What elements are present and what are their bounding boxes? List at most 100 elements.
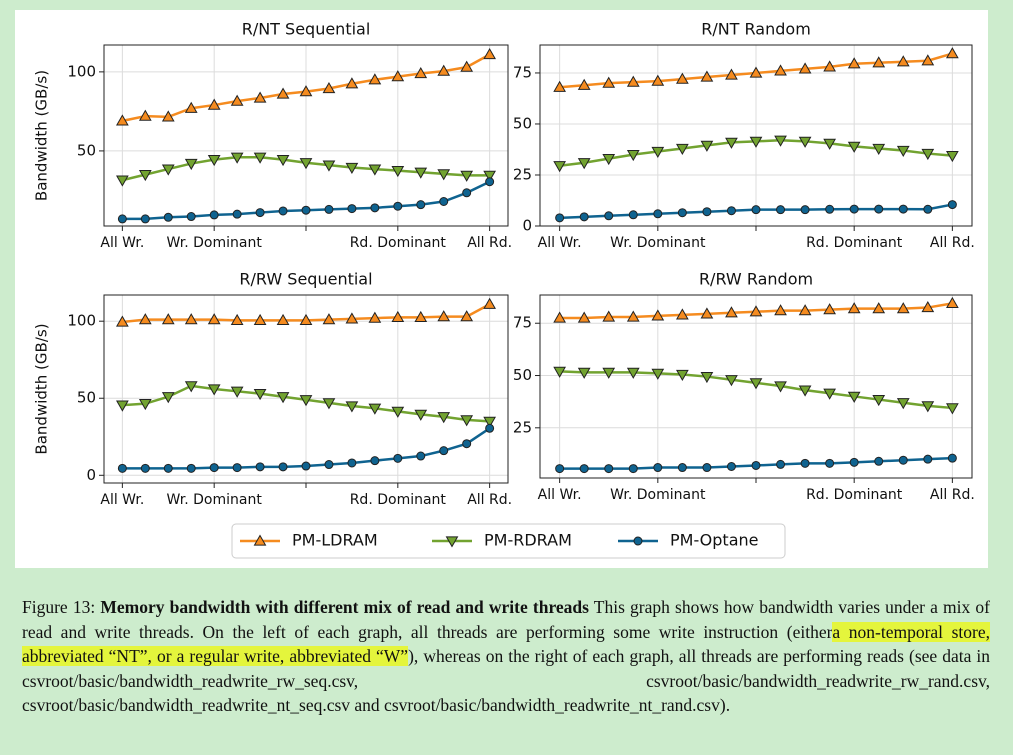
x-tick-label: All Wr. bbox=[538, 487, 582, 503]
marker bbox=[299, 85, 313, 97]
marker bbox=[163, 463, 173, 473]
y-axis-label: Bandwidth (GB/s) bbox=[33, 323, 51, 454]
marker bbox=[276, 87, 290, 99]
marker bbox=[847, 302, 861, 314]
marker bbox=[896, 302, 910, 314]
marker bbox=[628, 210, 638, 220]
marker bbox=[921, 148, 935, 161]
x-tick-label: All Wr. bbox=[538, 235, 582, 251]
marker bbox=[776, 459, 786, 469]
plot-frame bbox=[539, 44, 973, 227]
marker bbox=[653, 463, 663, 473]
plot-frame bbox=[539, 294, 973, 479]
marker bbox=[749, 66, 763, 78]
marker bbox=[322, 398, 336, 410]
marker bbox=[324, 460, 334, 470]
marker bbox=[702, 207, 712, 217]
marker bbox=[345, 162, 359, 175]
y-tick-label: 75 bbox=[513, 63, 532, 81]
marker bbox=[414, 66, 428, 79]
marker bbox=[301, 461, 311, 471]
marker bbox=[676, 308, 689, 320]
marker bbox=[676, 72, 689, 84]
marker bbox=[825, 458, 835, 468]
marker bbox=[253, 91, 267, 103]
marker bbox=[923, 454, 933, 464]
y-tick-label: 100 bbox=[67, 312, 96, 330]
marker bbox=[184, 158, 198, 171]
y-tick-label: 100 bbox=[67, 62, 96, 80]
marker bbox=[460, 415, 474, 427]
marker bbox=[947, 453, 957, 463]
marker bbox=[677, 208, 687, 218]
plot-frame bbox=[103, 44, 509, 227]
marker bbox=[445, 536, 459, 548]
caption-text: This graph shows how bandwidth varies un… bbox=[22, 597, 990, 642]
marker bbox=[116, 175, 129, 187]
marker bbox=[849, 204, 859, 214]
marker bbox=[416, 200, 426, 210]
marker bbox=[923, 204, 933, 214]
marker bbox=[116, 114, 129, 126]
marker bbox=[823, 138, 836, 150]
marker bbox=[626, 75, 640, 87]
marker bbox=[751, 460, 761, 470]
marker bbox=[749, 305, 763, 317]
marker bbox=[774, 304, 787, 316]
marker bbox=[602, 310, 616, 322]
marker bbox=[299, 313, 313, 326]
marker bbox=[676, 369, 689, 381]
marker bbox=[209, 210, 219, 220]
marker bbox=[700, 140, 714, 152]
marker bbox=[604, 464, 614, 474]
marker bbox=[117, 214, 127, 224]
chart-title: R/RW Sequential bbox=[239, 270, 372, 289]
marker bbox=[726, 206, 736, 216]
caption-title: Memory bandwidth with different mix of r… bbox=[100, 597, 589, 617]
marker bbox=[230, 313, 244, 326]
marker bbox=[393, 201, 403, 211]
marker bbox=[437, 169, 451, 181]
x-tick-label: Wr. Dominant bbox=[167, 492, 263, 508]
marker bbox=[186, 463, 196, 473]
marker bbox=[577, 367, 591, 379]
x-tick-label: All Rd. bbox=[467, 235, 512, 251]
caption-text: ), whereas on the right of each graph, a… bbox=[22, 646, 991, 715]
marker bbox=[345, 312, 359, 324]
marker bbox=[700, 371, 714, 384]
marker bbox=[847, 391, 861, 403]
marker bbox=[626, 149, 640, 162]
marker bbox=[604, 211, 614, 221]
marker bbox=[677, 463, 687, 473]
marker bbox=[299, 395, 313, 407]
marker bbox=[276, 313, 290, 326]
marker bbox=[725, 375, 738, 387]
marker bbox=[368, 164, 382, 176]
x-tick-label: All Rd. bbox=[930, 235, 975, 251]
marker bbox=[391, 310, 405, 322]
marker bbox=[751, 205, 761, 215]
marker bbox=[825, 204, 835, 214]
marker bbox=[186, 212, 196, 222]
marker bbox=[725, 68, 738, 80]
marker bbox=[485, 423, 495, 433]
marker bbox=[847, 141, 861, 153]
x-tick-label: Wr. Dominant bbox=[167, 235, 263, 251]
marker bbox=[207, 98, 221, 110]
marker bbox=[368, 311, 382, 323]
marker bbox=[368, 403, 382, 415]
marker bbox=[230, 94, 244, 106]
legend-frame bbox=[231, 523, 786, 559]
marker bbox=[207, 384, 221, 396]
marker bbox=[345, 401, 359, 413]
marker bbox=[207, 313, 221, 325]
marker bbox=[460, 310, 474, 322]
marker bbox=[946, 296, 959, 308]
marker bbox=[161, 392, 175, 404]
marker bbox=[633, 536, 643, 546]
y-tick-label: 25 bbox=[513, 418, 532, 436]
marker bbox=[138, 169, 152, 182]
marker bbox=[849, 457, 859, 467]
marker bbox=[774, 381, 787, 393]
marker bbox=[749, 378, 763, 390]
